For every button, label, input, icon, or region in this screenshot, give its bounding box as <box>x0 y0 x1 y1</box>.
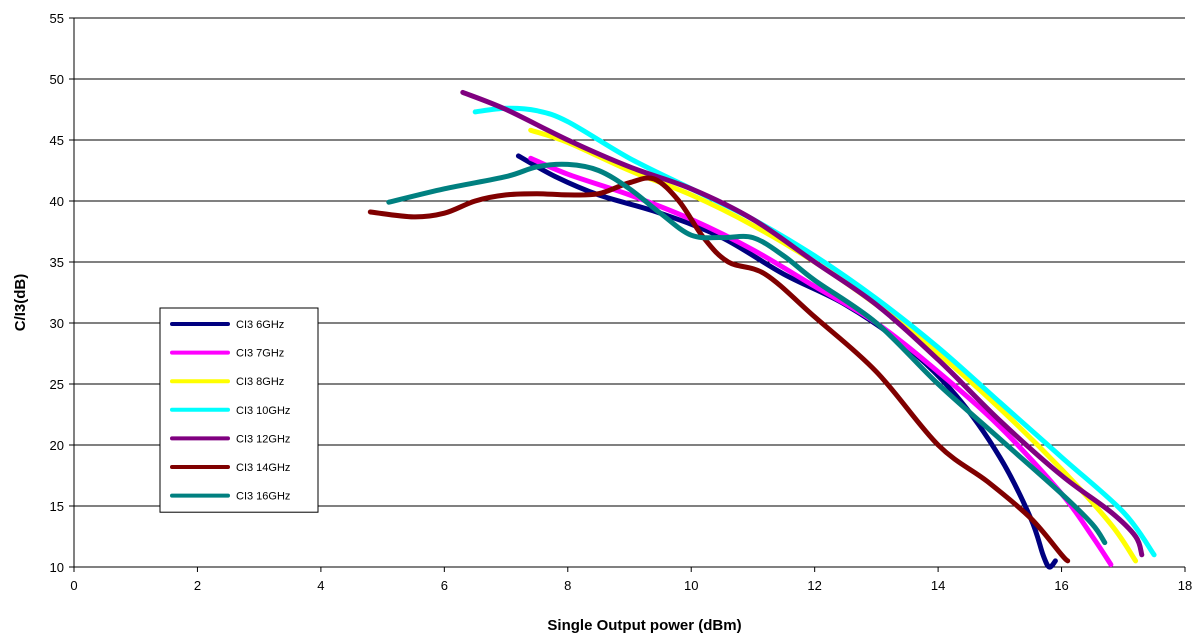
legend-label: CI3 14GHz <box>236 462 290 474</box>
y-tick-label: 55 <box>50 11 64 26</box>
y-tick-label: 50 <box>50 72 64 87</box>
series-line-ci3-6ghz <box>515 153 1058 570</box>
y-tick-label: 10 <box>50 560 64 575</box>
y-axis-title: C/I3(dB) <box>12 274 29 332</box>
series-lines <box>367 89 1157 570</box>
series-line-ci3-16ghz <box>386 161 1108 546</box>
x-tick-label: 10 <box>684 578 698 593</box>
y-tick-label: 40 <box>50 194 64 209</box>
legend-label: CI3 8GHz <box>236 376 284 388</box>
series-line-ci3-10ghz <box>472 105 1157 558</box>
x-tick-label: 18 <box>1178 578 1192 593</box>
y-tick-label: 45 <box>50 133 64 148</box>
y-tick-label: 25 <box>50 377 64 392</box>
y-tick-label: 20 <box>50 438 64 453</box>
y-tick-label: 15 <box>50 499 64 514</box>
x-tick-label: 8 <box>564 578 571 593</box>
x-tick-label: 14 <box>931 578 945 593</box>
axes: 10 15 20 25 30 35 40 45 50 55 0 2 4 6 8 10 12 14 16 18 <box>50 11 1193 593</box>
series-line-ci3-8ghz <box>528 127 1139 564</box>
y-tick-label: 30 <box>50 316 64 331</box>
series-line-ci3-12ghz <box>460 89 1145 558</box>
x-tick-label: 6 <box>441 578 448 593</box>
legend: CI3 6GHz CI3 7GHz CI3 8GHz CI3 10GHz CI3 12G… <box>159 307 319 513</box>
x-tick-label: 0 <box>70 578 77 593</box>
x-axis-title: Single Output power (dBm) <box>547 617 741 634</box>
x-tick-label: 12 <box>807 578 821 593</box>
x-tick-label: 16 <box>1054 578 1068 593</box>
x-tick-label: 2 <box>194 578 201 593</box>
legend-label: CI3 7GHz <box>236 348 284 360</box>
x-tick-label: 4 <box>317 578 324 593</box>
legend-label: CI3 16GHz <box>236 491 290 503</box>
series-line-ci3-14ghz <box>367 175 1071 564</box>
legend-label: CI3 10GHz <box>236 405 290 417</box>
legend-label: CI3 6GHz <box>236 319 284 331</box>
y-tick-label: 35 <box>50 255 64 270</box>
legend-label: CI3 12GHz <box>236 433 290 445</box>
